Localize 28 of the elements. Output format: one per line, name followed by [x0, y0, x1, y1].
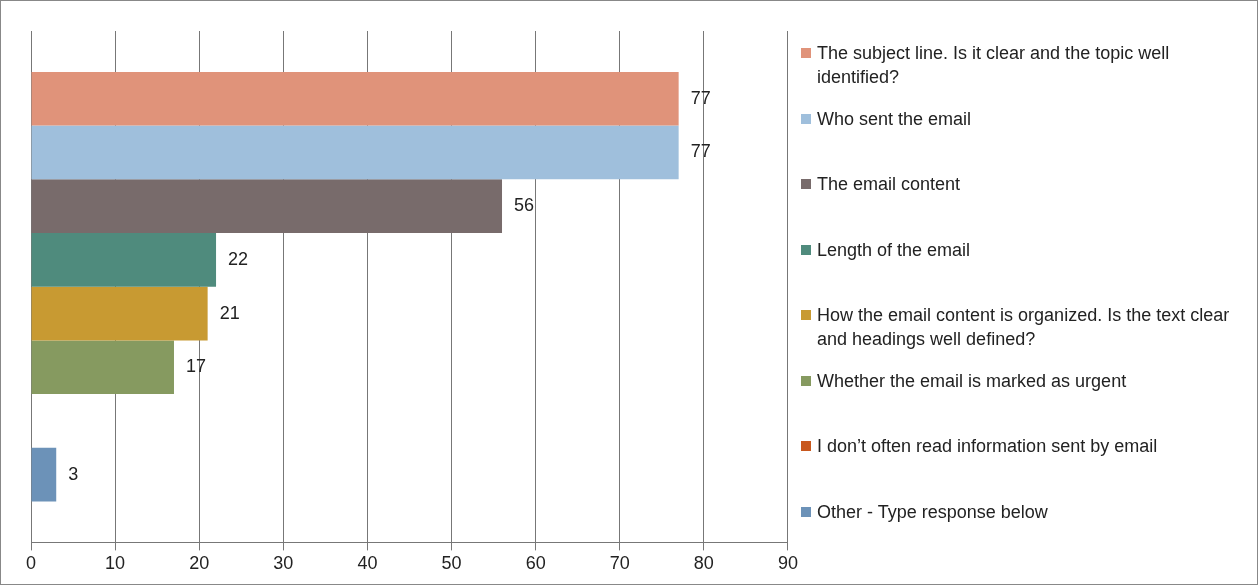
- x-tick-label: 70: [609, 553, 630, 574]
- data-label: 21: [219, 302, 240, 323]
- x-tick-label: 10: [105, 553, 126, 574]
- x-tick-label: 80: [693, 553, 714, 574]
- x-tick-label: 50: [441, 553, 462, 574]
- x-tick-label: 40: [357, 553, 378, 574]
- data-label: 3: [68, 463, 79, 484]
- bar: [31, 71, 679, 126]
- data-label: 56: [514, 195, 535, 216]
- bar: [31, 340, 174, 395]
- x-tick-label: 30: [273, 553, 294, 574]
- bar: [31, 286, 208, 341]
- x-tick-label: 60: [525, 553, 546, 574]
- x-tick-label: 90: [777, 553, 798, 574]
- x-tick-label: 20: [189, 553, 210, 574]
- bar: [31, 125, 679, 180]
- legend-label: Other - Type response below: [817, 500, 1048, 524]
- bar: [31, 233, 217, 287]
- legend-label: Who sent the email: [817, 107, 972, 131]
- legend-label: Length of the email: [817, 238, 971, 262]
- legend-label: The subject line. Is it clear and the topic well identified?: [817, 42, 1171, 89]
- bar: [31, 447, 57, 502]
- x-tick-label: 0: [25, 553, 37, 574]
- legend-label: Whether the email is marked as urgent: [817, 369, 1127, 393]
- legend-label: How the email content is organized. Is the text clear and headings well defined?: [817, 304, 1231, 351]
- legend-label: The email content: [817, 173, 961, 196]
- legend-label: I don’t often read information sent by email: [817, 435, 1158, 458]
- data-label: 22: [228, 248, 249, 269]
